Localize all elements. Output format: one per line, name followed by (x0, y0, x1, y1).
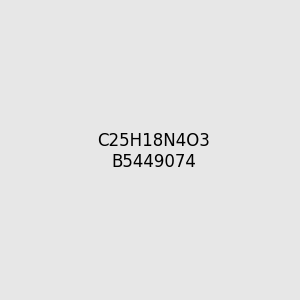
Text: C25H18N4O3
B5449074: C25H18N4O3 B5449074 (97, 132, 210, 171)
